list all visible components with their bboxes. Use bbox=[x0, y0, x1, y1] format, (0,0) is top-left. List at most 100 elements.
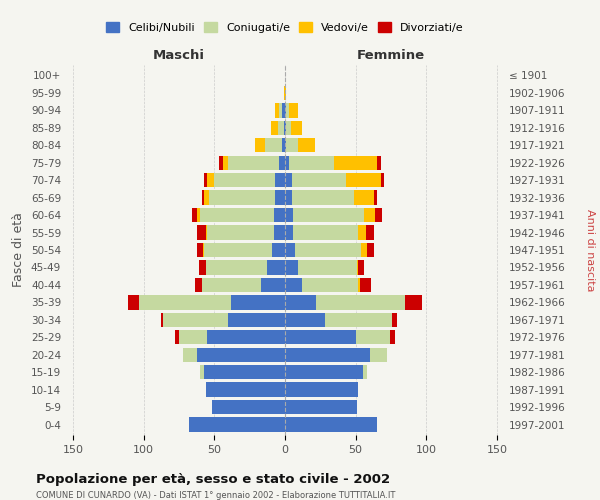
Bar bbox=[363, 365, 367, 380]
Bar bbox=[302, 278, 358, 292]
Bar bbox=[357, 260, 358, 274]
Bar bbox=[298, 260, 357, 274]
Bar bbox=[194, 278, 202, 292]
Bar bbox=[285, 278, 302, 292]
Bar bbox=[285, 156, 289, 170]
Bar bbox=[285, 295, 316, 310]
Bar bbox=[202, 190, 205, 205]
Bar bbox=[334, 156, 377, 170]
Bar bbox=[354, 190, 374, 205]
Bar bbox=[367, 243, 374, 257]
Bar bbox=[218, 156, 223, 170]
Bar bbox=[285, 86, 286, 100]
Bar bbox=[361, 243, 367, 257]
Bar bbox=[232, 295, 285, 310]
Bar bbox=[197, 348, 285, 362]
Bar bbox=[274, 226, 285, 239]
Bar bbox=[285, 330, 356, 344]
Bar bbox=[376, 208, 382, 222]
Bar bbox=[293, 208, 364, 222]
Bar bbox=[286, 120, 290, 135]
Text: Femmine: Femmine bbox=[357, 48, 425, 62]
Bar bbox=[200, 365, 205, 380]
Bar bbox=[370, 348, 387, 362]
Legend: Celibi/Nubili, Coniugati/e, Vedovi/e, Divorziati/e: Celibi/Nubili, Coniugati/e, Vedovi/e, Di… bbox=[103, 19, 467, 36]
Bar bbox=[189, 418, 285, 432]
Bar bbox=[325, 312, 392, 327]
Bar bbox=[179, 330, 207, 344]
Bar bbox=[212, 400, 285, 414]
Bar bbox=[275, 103, 280, 118]
Bar bbox=[285, 120, 286, 135]
Bar bbox=[364, 208, 376, 222]
Bar bbox=[286, 103, 289, 118]
Bar bbox=[405, 295, 422, 310]
Y-axis label: Anni di nascita: Anni di nascita bbox=[585, 209, 595, 291]
Bar bbox=[209, 190, 275, 205]
Bar bbox=[197, 226, 206, 239]
Bar bbox=[207, 226, 274, 239]
Bar bbox=[207, 330, 285, 344]
Bar bbox=[205, 243, 272, 257]
Bar bbox=[285, 173, 292, 188]
Bar bbox=[229, 312, 285, 327]
Bar bbox=[285, 312, 325, 327]
Bar bbox=[285, 348, 370, 362]
Bar bbox=[161, 312, 163, 327]
Bar bbox=[293, 226, 358, 239]
Bar bbox=[207, 173, 214, 188]
Bar bbox=[206, 260, 266, 274]
Bar bbox=[192, 208, 197, 222]
Bar bbox=[223, 156, 229, 170]
Y-axis label: Fasce di età: Fasce di età bbox=[13, 212, 25, 288]
Bar bbox=[285, 208, 293, 222]
Bar bbox=[381, 173, 384, 188]
Text: COMUNE DI CUNARDO (VA) - Dati ISTAT 1° gennaio 2002 - Elaborazione TUTTITALIA.IT: COMUNE DI CUNARDO (VA) - Dati ISTAT 1° g… bbox=[36, 491, 395, 500]
Bar bbox=[203, 243, 205, 257]
Bar bbox=[202, 278, 261, 292]
Bar bbox=[265, 138, 282, 152]
Bar bbox=[280, 156, 285, 170]
Bar bbox=[284, 120, 285, 135]
Bar bbox=[275, 173, 285, 188]
Bar bbox=[285, 418, 377, 432]
Bar bbox=[205, 173, 207, 188]
Bar bbox=[286, 138, 298, 152]
Bar bbox=[266, 260, 285, 274]
Bar bbox=[285, 103, 286, 118]
Bar bbox=[274, 208, 285, 222]
Bar bbox=[392, 312, 397, 327]
Bar bbox=[295, 243, 361, 257]
Bar bbox=[358, 260, 364, 274]
Bar bbox=[229, 156, 280, 170]
Bar bbox=[389, 330, 395, 344]
Bar bbox=[205, 190, 209, 205]
Bar bbox=[206, 382, 285, 397]
Bar bbox=[275, 190, 285, 205]
Bar bbox=[280, 103, 282, 118]
Bar bbox=[163, 312, 229, 327]
Bar bbox=[285, 382, 358, 397]
Bar bbox=[175, 330, 179, 344]
Bar bbox=[285, 365, 363, 380]
Bar bbox=[285, 260, 298, 274]
Bar bbox=[139, 295, 232, 310]
Bar bbox=[284, 86, 285, 100]
Bar bbox=[200, 208, 274, 222]
Bar bbox=[346, 173, 381, 188]
Bar bbox=[292, 173, 346, 188]
Bar bbox=[256, 138, 265, 152]
Bar bbox=[289, 103, 298, 118]
Bar bbox=[261, 278, 285, 292]
Bar bbox=[316, 295, 405, 310]
Bar bbox=[272, 243, 285, 257]
Bar bbox=[205, 365, 285, 380]
Bar bbox=[214, 173, 275, 188]
Bar bbox=[358, 278, 360, 292]
Bar bbox=[282, 138, 285, 152]
Bar bbox=[285, 243, 295, 257]
Bar bbox=[285, 138, 286, 152]
Bar bbox=[278, 120, 284, 135]
Bar bbox=[365, 226, 374, 239]
Bar bbox=[298, 138, 314, 152]
